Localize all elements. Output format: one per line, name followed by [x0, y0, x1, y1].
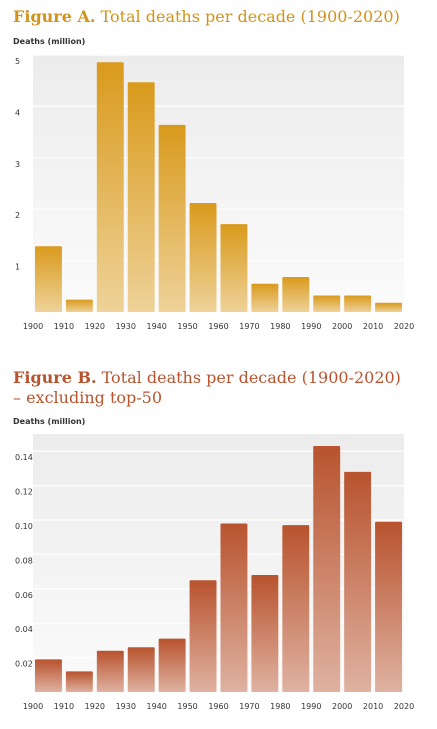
- bar: [96, 650, 124, 692]
- y-tick-label: 5: [15, 57, 20, 66]
- x-tick-label: 1900: [23, 702, 43, 711]
- x-tick-label: 1940: [146, 702, 166, 711]
- figure-a-title-text: Total deaths per decade (1900-2020): [100, 7, 400, 26]
- x-tick-label: 1930: [116, 322, 136, 331]
- figure-b-title-line2: – excluding top-50: [13, 388, 163, 407]
- y-tick-label: 0.08: [15, 556, 33, 565]
- figure-b-y-axis-label: Deaths (million): [13, 417, 86, 426]
- x-tick-label: 1970: [239, 322, 259, 331]
- plot-background: [33, 434, 404, 692]
- bar: [35, 246, 62, 312]
- y-tick-label: 0.04: [15, 625, 33, 634]
- bar: [189, 203, 217, 312]
- bar: [375, 521, 402, 692]
- x-tick-label: 1910: [54, 702, 74, 711]
- x-tick-label: 1940: [146, 322, 166, 331]
- x-tick-label: 1990: [301, 322, 321, 331]
- figure-b-title: Figure B. Total deaths per decade (1900-…: [13, 368, 401, 408]
- bar: [220, 523, 248, 692]
- bar: [65, 671, 93, 692]
- x-tick-label: 1910: [54, 322, 74, 331]
- figure-a-y-axis-label: Deaths (million): [13, 37, 86, 46]
- bar: [282, 277, 310, 312]
- x-tick-label: 1980: [270, 702, 290, 711]
- bar: [282, 525, 310, 692]
- x-tick-label: 1950: [177, 322, 197, 331]
- x-tick-label: 2020: [394, 322, 414, 331]
- bar: [313, 295, 341, 312]
- x-tick-label: 1960: [208, 702, 228, 711]
- y-tick-label: 0.10: [15, 522, 33, 531]
- x-tick-label: 2000: [332, 702, 352, 711]
- bar: [35, 659, 62, 692]
- bar: [189, 580, 217, 692]
- figure-b-chart: 0.02 0.04 0.06 0.08 0.10 0.12 0.14 1900 1910 1920…: [15, 434, 414, 711]
- figure-a-title-prefix: Figure A.: [13, 7, 96, 26]
- y-tick-label: 3: [15, 160, 20, 169]
- figure-a-title: Figure A. Total deaths per decade (1900-…: [13, 7, 400, 27]
- y-tick-label: 2: [15, 211, 20, 220]
- y-tick-label: 0.14: [15, 453, 33, 462]
- bar: [158, 638, 186, 692]
- bar: [344, 471, 372, 692]
- x-tick-label: 1920: [85, 322, 105, 331]
- y-tick-label: 0.12: [15, 488, 33, 497]
- bar: [251, 575, 279, 692]
- bar: [127, 82, 155, 312]
- x-tick-label: 1960: [208, 322, 228, 331]
- y-tick-label: 0.02: [15, 660, 33, 669]
- bar: [313, 446, 341, 692]
- y-tick-label: 0.06: [15, 591, 33, 600]
- y-tick-label: 1: [15, 263, 20, 272]
- bar: [375, 302, 402, 312]
- plot-background: [33, 55, 404, 312]
- bar: [251, 283, 279, 312]
- x-tick-label: 2010: [363, 702, 383, 711]
- bar: [158, 124, 186, 313]
- x-tick-label: 1990: [301, 702, 321, 711]
- bar: [220, 224, 248, 312]
- bar: [127, 647, 155, 692]
- x-tick-label: 2020: [394, 702, 414, 711]
- x-tick-label: 1950: [177, 702, 197, 711]
- x-tick-label: 1900: [23, 322, 43, 331]
- figure-a: Figure A. Total deaths per decade (1900-…: [0, 0, 437, 340]
- x-tick-label: 2000: [332, 322, 352, 331]
- x-tick-label: 1970: [239, 702, 259, 711]
- y-tick-label: 4: [15, 108, 20, 117]
- figure-b: Figure B. Total deaths per decade (1900-…: [0, 362, 437, 729]
- x-tick-label: 1930: [116, 702, 136, 711]
- bar: [344, 295, 372, 312]
- x-tick-label: 1920: [85, 702, 105, 711]
- x-tick-label: 1980: [270, 322, 290, 331]
- bar: [65, 299, 93, 312]
- x-tick-label: 2010: [363, 322, 383, 331]
- figure-a-chart: 1 2 3 4 5 1900 1910 1920 1930 1940 1950 1960 1970 198…: [15, 54, 414, 331]
- bar: [96, 62, 124, 312]
- figure-b-title-text: Total deaths per decade (1900-2020): [101, 368, 401, 387]
- figure-b-title-prefix: Figure B.: [13, 368, 97, 387]
